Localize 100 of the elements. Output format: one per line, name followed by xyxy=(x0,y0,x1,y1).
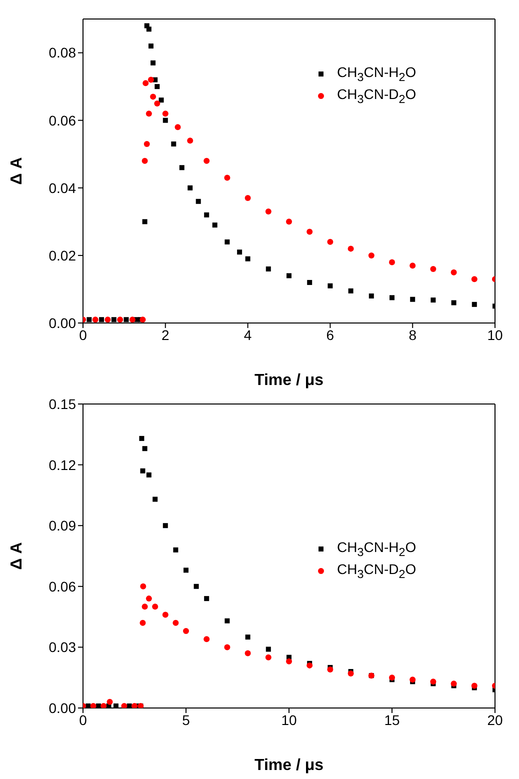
point xyxy=(286,273,292,278)
x-axis-title: Time / μs xyxy=(254,757,324,774)
x-tick-label: 10 xyxy=(281,712,297,728)
y-tick-label: 0.06 xyxy=(48,578,76,594)
point xyxy=(327,666,334,672)
point xyxy=(140,583,146,590)
point xyxy=(162,612,168,618)
x-axis-title: Time / μs xyxy=(254,372,324,389)
point xyxy=(142,604,148,610)
point xyxy=(244,650,251,656)
point xyxy=(140,620,146,626)
x-tick-label: 15 xyxy=(384,712,400,728)
point xyxy=(171,141,176,146)
point xyxy=(99,317,104,322)
point xyxy=(194,584,199,589)
point xyxy=(451,300,456,306)
x-tick-label: 10 xyxy=(487,326,503,343)
point xyxy=(150,60,156,66)
point xyxy=(148,76,154,83)
point xyxy=(104,316,111,323)
point xyxy=(348,246,354,252)
point xyxy=(306,662,313,668)
point xyxy=(126,703,132,708)
x-tick-label: 2 xyxy=(162,326,170,343)
point xyxy=(162,110,168,117)
point xyxy=(173,547,178,552)
point xyxy=(266,266,271,272)
point xyxy=(410,676,416,683)
point xyxy=(124,317,129,322)
point xyxy=(204,636,210,642)
point xyxy=(368,252,374,258)
point xyxy=(472,302,477,307)
point xyxy=(348,288,354,294)
y-tick-label: 0.04 xyxy=(48,180,76,196)
x-tick-label: 6 xyxy=(326,326,334,343)
point xyxy=(187,138,194,144)
point xyxy=(96,703,101,708)
y-tick-label: 0.06 xyxy=(48,112,76,128)
y-axis-title: Δ A xyxy=(8,156,26,185)
point xyxy=(450,680,457,687)
point xyxy=(410,296,416,302)
point xyxy=(92,316,98,323)
point xyxy=(86,317,92,322)
point xyxy=(86,703,91,708)
point xyxy=(142,158,148,164)
point xyxy=(327,238,334,245)
legend-label: CH$_{3}$CN-H$_{2}$O xyxy=(337,539,416,559)
x-tick-label: 0 xyxy=(79,326,88,343)
point xyxy=(204,212,210,218)
y-tick-label: 0.08 xyxy=(48,44,76,61)
point xyxy=(144,140,150,147)
point xyxy=(237,250,242,255)
y-tick-label: 0.03 xyxy=(48,639,76,656)
point xyxy=(142,446,148,452)
point xyxy=(146,110,152,117)
point xyxy=(106,698,113,705)
legend-label: CH$_{3}$CN-D$_{2}$O xyxy=(337,561,416,581)
point xyxy=(150,94,156,100)
x-tick-label: 8 xyxy=(408,326,417,343)
point xyxy=(174,124,181,130)
point xyxy=(410,262,416,269)
x-tick-label: 0 xyxy=(79,712,88,728)
point xyxy=(212,222,218,228)
y-tick-label: 0.09 xyxy=(48,518,76,534)
point xyxy=(196,198,201,204)
point xyxy=(204,158,210,164)
point xyxy=(146,472,152,478)
point xyxy=(90,702,96,708)
point xyxy=(328,283,333,288)
point xyxy=(148,44,154,49)
point xyxy=(450,269,457,276)
point xyxy=(430,298,436,303)
x-tick-label: 20 xyxy=(487,712,503,728)
point xyxy=(152,496,158,502)
point xyxy=(265,208,272,215)
point xyxy=(224,618,230,624)
point xyxy=(179,165,184,170)
y-axis-title: Δ A xyxy=(8,542,26,570)
point xyxy=(471,682,478,689)
point xyxy=(224,174,230,181)
point xyxy=(142,80,149,86)
point xyxy=(286,218,292,225)
legend-label: CH$_{3}$CN-H$_{2}$O xyxy=(337,64,416,84)
point xyxy=(111,317,116,322)
point xyxy=(184,568,188,573)
point xyxy=(224,239,230,244)
point xyxy=(100,702,107,708)
y-tick-label: 0.15 xyxy=(48,396,76,412)
point xyxy=(307,280,312,285)
point xyxy=(142,219,148,224)
legend-label: CH$_{3}$CN-D$_{2}$O xyxy=(337,86,416,106)
point xyxy=(146,26,152,32)
x-tick-label: 5 xyxy=(182,712,190,728)
point xyxy=(172,620,179,626)
point xyxy=(129,316,136,323)
point xyxy=(140,468,146,474)
point xyxy=(266,646,271,652)
point xyxy=(306,228,313,235)
point xyxy=(245,256,250,262)
point xyxy=(121,702,128,708)
